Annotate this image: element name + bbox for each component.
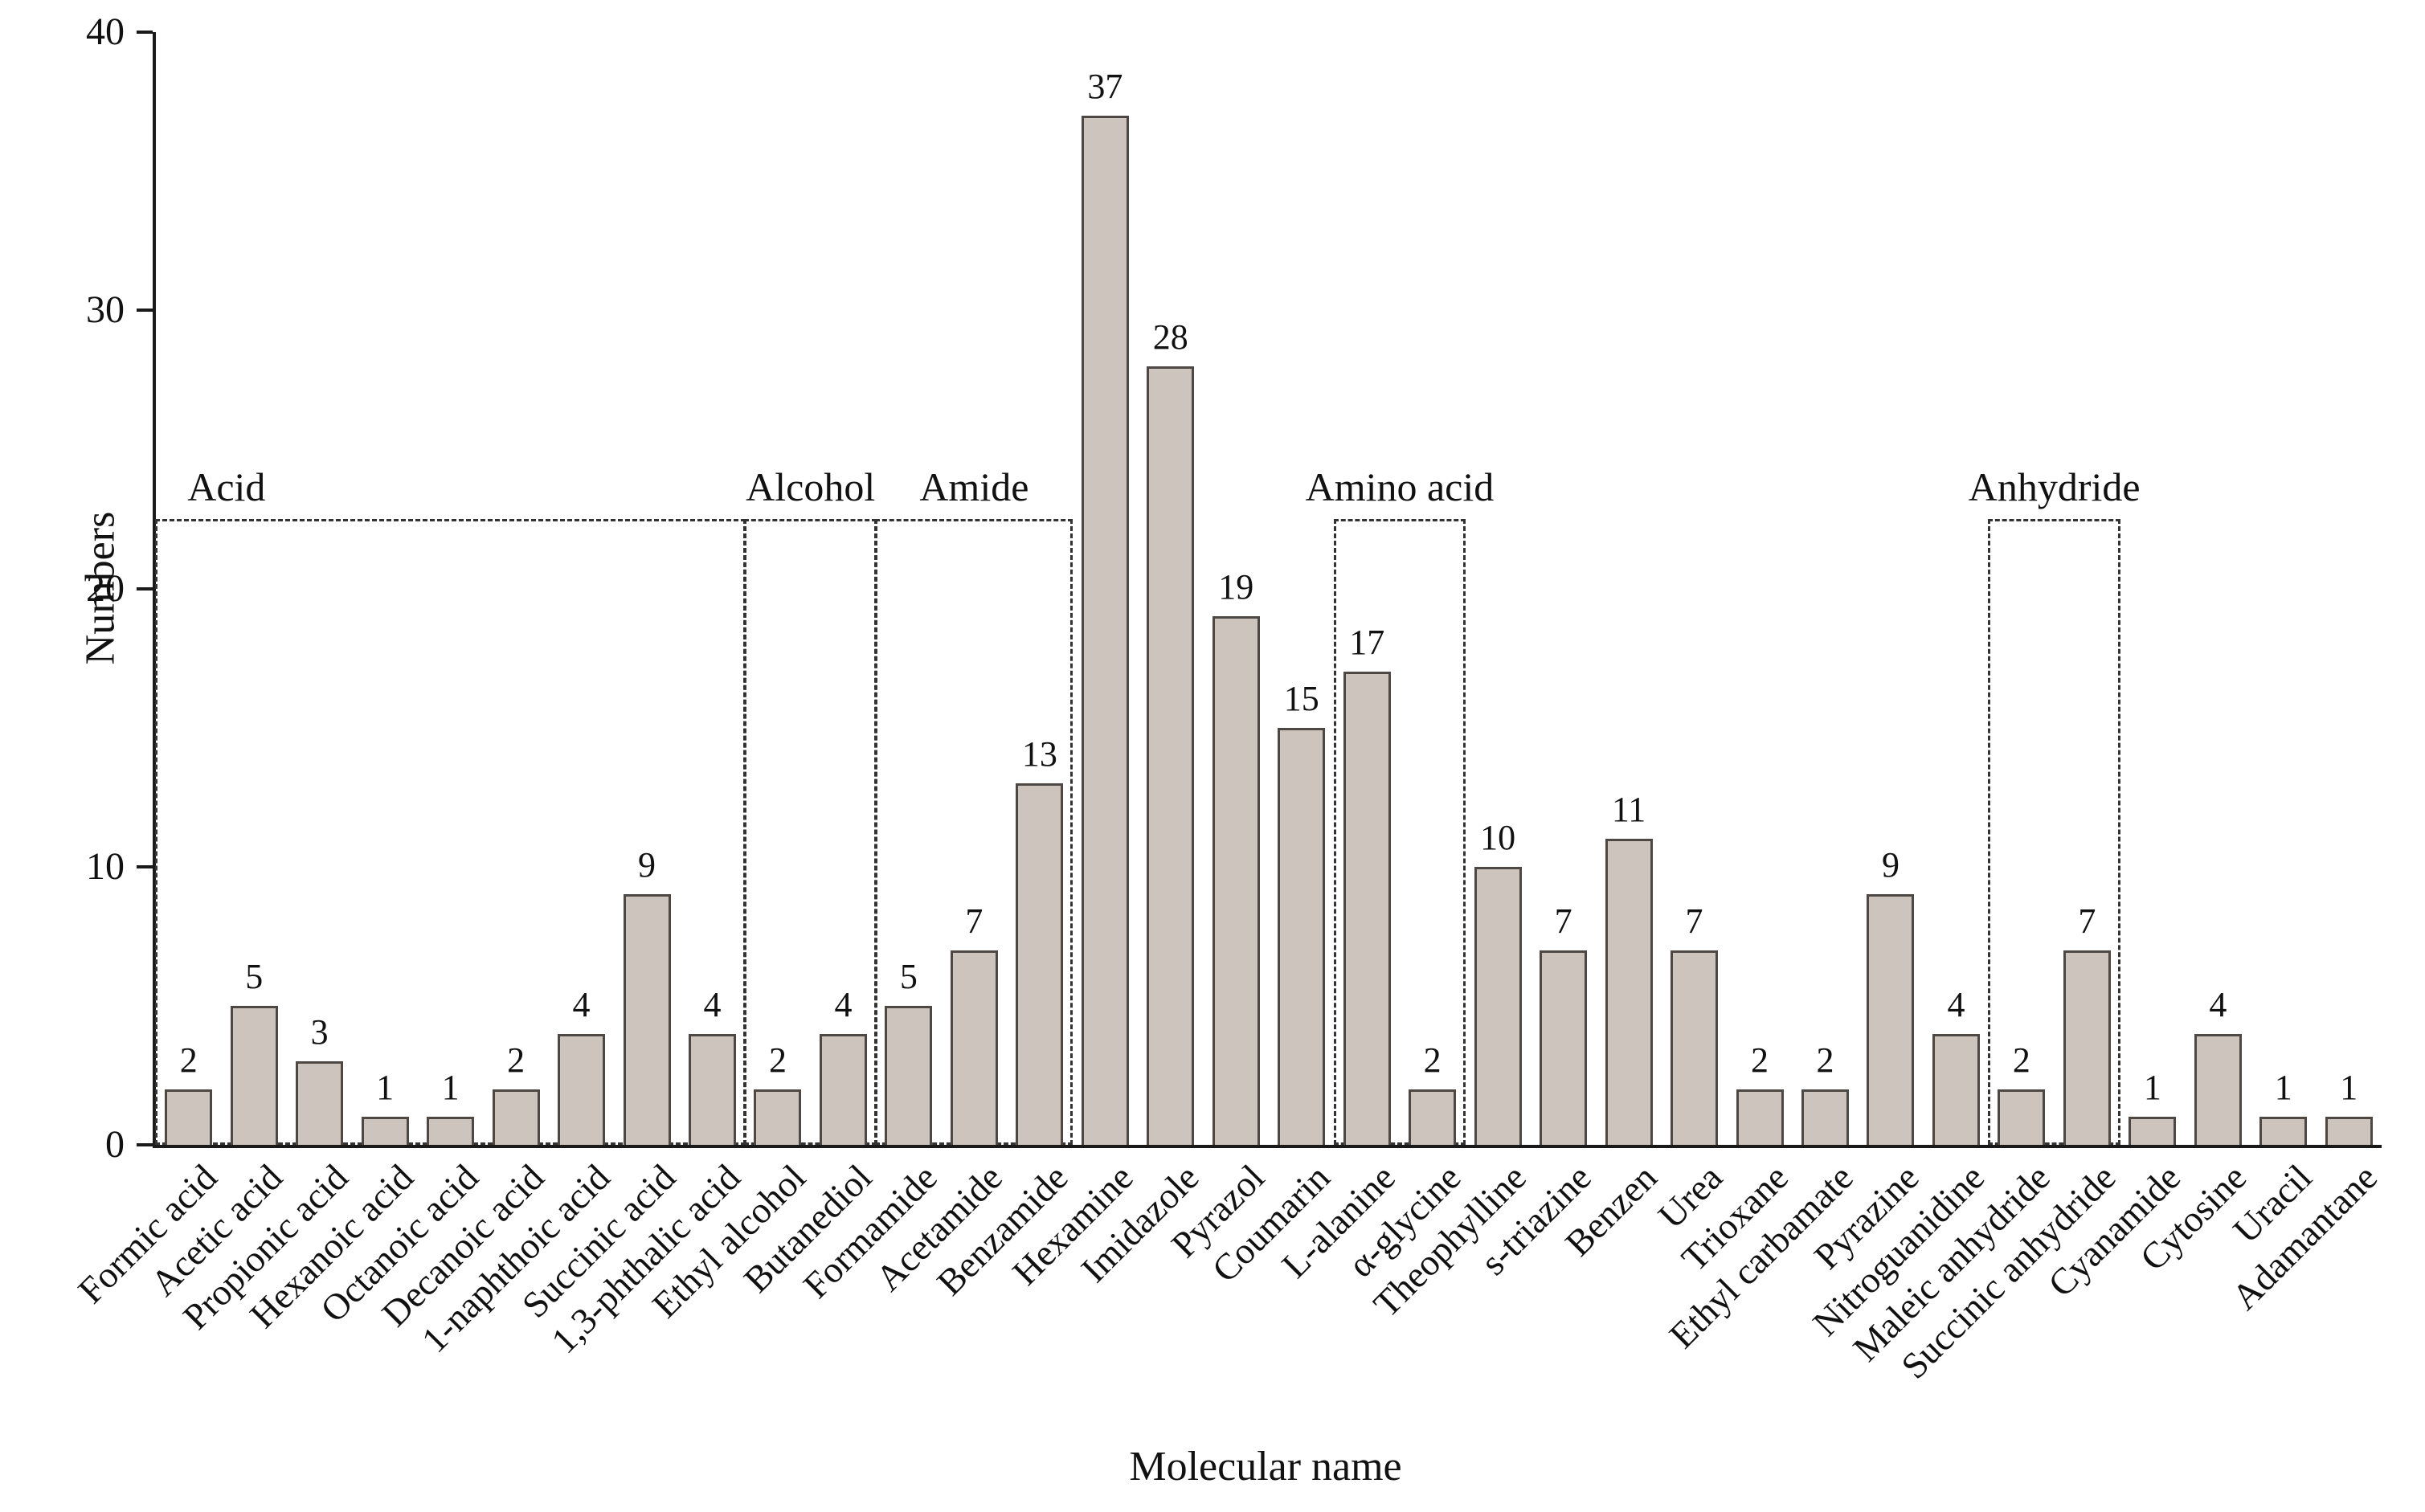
bar-value-label: 2 <box>1751 1040 1769 1080</box>
y-axis-tick <box>137 586 153 590</box>
group-box-anhydride <box>1988 518 2120 1145</box>
bar <box>689 1033 736 1145</box>
bar <box>558 1033 606 1145</box>
bar-value-label: 5 <box>245 956 264 996</box>
bar-value-label: 4 <box>572 984 591 1024</box>
bar <box>2259 1117 2308 1145</box>
bar <box>361 1117 409 1145</box>
bar-value-label: 1 <box>2340 1068 2358 1108</box>
y-axis-tick <box>137 31 153 34</box>
bar-value-label: 7 <box>965 901 983 941</box>
bar <box>2325 1117 2373 1145</box>
bar-value-label: 7 <box>1554 901 1572 941</box>
group-label: Anhydride <box>1968 464 2141 509</box>
bar <box>754 1089 802 1145</box>
bar <box>1605 839 1653 1145</box>
bar <box>885 1005 933 1145</box>
bar <box>1867 894 1915 1145</box>
bar <box>950 950 998 1145</box>
bar <box>623 894 671 1145</box>
group-label: Amide <box>919 464 1029 509</box>
bar <box>2063 950 2111 1145</box>
bar <box>1409 1089 1457 1145</box>
bar <box>1081 115 1129 1145</box>
bar <box>1474 866 1522 1145</box>
bar-value-label: 19 <box>1218 567 1254 607</box>
bar <box>1736 1089 1784 1145</box>
bar <box>2129 1117 2177 1145</box>
bar-value-label: 4 <box>834 984 853 1024</box>
bar <box>1016 783 1064 1145</box>
bar <box>1147 366 1195 1145</box>
x-axis-title: Molecular name <box>1129 1444 1402 1490</box>
group-label: Alcohol <box>746 464 876 509</box>
y-tick-label: 40 <box>86 10 125 53</box>
bar-value-label: 37 <box>1087 66 1123 106</box>
bar <box>1932 1033 1980 1145</box>
bar <box>2194 1033 2242 1145</box>
bar-value-label: 3 <box>310 1012 329 1052</box>
bar-value-label: 9 <box>638 845 656 885</box>
bar-value-label: 10 <box>1480 817 1516 857</box>
bar-value-label: 1 <box>2274 1068 2292 1108</box>
y-axis-tick <box>137 309 153 313</box>
bar <box>1540 950 1588 1145</box>
bar-value-label: 2 <box>768 1040 787 1080</box>
bar-value-label: 17 <box>1349 623 1385 663</box>
bar-value-label: 7 <box>1685 901 1703 941</box>
y-tick-label: 0 <box>105 1123 125 1166</box>
bar-value-label: 1 <box>376 1068 395 1108</box>
bar <box>819 1033 867 1145</box>
bar-value-label: 15 <box>1283 678 1319 718</box>
bar <box>1671 950 1719 1145</box>
bar-value-label: 4 <box>1947 984 1965 1024</box>
y-tick-label: 10 <box>86 844 125 888</box>
bar-value-label: 4 <box>2209 984 2227 1024</box>
bar <box>492 1089 540 1145</box>
y-tick-label: 30 <box>86 288 125 332</box>
plot-area: Acid Alcohol Amide Amino acid Anhydride 2 5 3 1 1… <box>153 32 2382 1148</box>
bar <box>1998 1089 2046 1145</box>
bar <box>165 1089 213 1145</box>
bar-value-label: 2 <box>2012 1040 2030 1080</box>
group-label: Acid <box>187 464 266 509</box>
bar <box>296 1061 344 1145</box>
group-label: Amino acid <box>1305 464 1495 509</box>
bar-value-label: 2 <box>507 1040 525 1080</box>
y-axis-tick <box>137 1143 153 1146</box>
bar <box>230 1005 278 1145</box>
bar-value-label: 11 <box>1611 790 1646 830</box>
bar-value-label: 7 <box>2078 901 2096 941</box>
y-axis-tick <box>137 864 153 868</box>
bar <box>1212 616 1260 1145</box>
bar <box>1278 727 1326 1145</box>
bar <box>1343 672 1391 1145</box>
bar-value-label: 5 <box>899 956 918 996</box>
bar <box>1801 1089 1849 1145</box>
y-tick-label: 20 <box>86 566 125 610</box>
bar-value-label: 9 <box>1881 845 1900 885</box>
bar-value-label: 13 <box>1021 734 1057 774</box>
bar-value-label: 4 <box>703 984 722 1024</box>
bar-value-label: 1 <box>441 1068 460 1108</box>
bar <box>427 1117 475 1145</box>
bar-value-label: 1 <box>2143 1068 2161 1108</box>
bar-value-label: 2 <box>179 1040 198 1080</box>
group-box-amino-acid <box>1333 518 1466 1145</box>
bar-value-label: 2 <box>1423 1040 1442 1080</box>
bar-value-label: 2 <box>1816 1040 1834 1080</box>
bar-value-label: 28 <box>1152 317 1188 357</box>
